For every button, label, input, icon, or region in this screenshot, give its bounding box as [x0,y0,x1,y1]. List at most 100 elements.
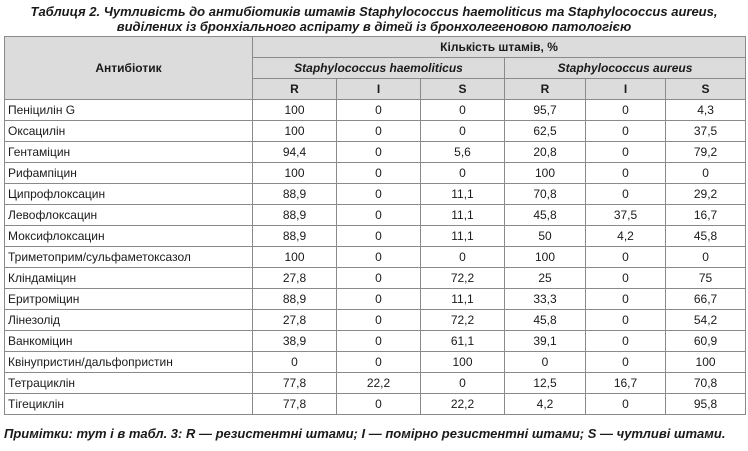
value-cell: 11,1 [420,225,505,247]
value-cell: 0 [336,267,421,289]
table-row: Ципрофлоксацин 88,9 0 11,1 70,8 0 29,2 [4,183,747,205]
table-row: Кліндаміцин 27,8 0 72,2 25 0 75 [4,267,747,289]
value-cell: 0 [336,162,421,184]
value-cell: 37,5 [585,204,666,226]
value-cell: 72,2 [420,267,505,289]
value-cell: 4,3 [664,99,747,121]
antibiotic-name-cell: Левофлоксацин [4,204,253,226]
caption-line-2: виділених із бронхіального аспірату в ді… [116,19,632,34]
value-cell: 0 [420,99,505,121]
value-cell: 0 [336,246,421,268]
value-cell: 61,1 [420,330,505,352]
value-cell: 0 [336,99,421,121]
header-col-s: S [420,78,505,100]
value-cell: 54,2 [664,309,747,331]
header-species-haemoliticus: Staphylococcus haemoliticus [252,57,505,79]
value-cell: 88,9 [252,204,337,226]
table-row: Моксифлоксацин 88,9 0 11,1 50 4,2 45,8 [4,225,747,247]
value-cell: 39,1 [504,330,586,352]
value-cell: 45,8 [504,309,586,331]
value-cell: 0 [585,393,666,415]
antibiotic-name-cell: Еритроміцин [4,288,253,310]
value-cell: 0 [664,246,747,268]
table-row: Пеніцилін G 100 0 0 95,7 0 4,3 [4,99,747,121]
table-row: Тетрациклін 77,8 22,2 0 12,5 16,7 70,8 [4,372,747,394]
value-cell: 62,5 [504,120,586,142]
value-cell: 0 [585,99,666,121]
value-cell: 95,8 [664,393,747,415]
value-cell: 0 [420,162,505,184]
value-cell: 50 [504,225,586,247]
value-cell: 0 [336,309,421,331]
value-cell: 0 [585,288,666,310]
value-cell: 79,2 [664,141,747,163]
table-row: Ванкоміцин 38,9 0 61,1 39,1 0 60,9 [4,330,747,352]
value-cell: 77,8 [252,372,337,394]
value-cell: 94,4 [252,141,337,163]
value-cell: 0 [336,393,421,415]
value-cell: 0 [336,120,421,142]
value-cell: 22,2 [420,393,505,415]
value-cell: 0 [585,162,666,184]
caption-line-1: Таблиця 2. Чутливість до антибіотиків шт… [30,4,718,19]
value-cell: 45,8 [504,204,586,226]
value-cell: 27,8 [252,267,337,289]
value-cell: 100 [664,351,747,373]
value-cell: 0 [336,141,421,163]
value-cell: 0 [420,372,505,394]
value-cell: 88,9 [252,183,337,205]
value-cell: 11,1 [420,288,505,310]
value-cell: 0 [504,351,586,373]
table-caption: Таблиця 2. Чутливість до антибіотиків шт… [0,4,748,35]
table-row: Рифампіцин 100 0 0 100 0 0 [4,162,747,184]
value-cell: 0 [336,288,421,310]
value-cell: 60,9 [664,330,747,352]
table-row: Квінупристин/дальфопристин 0 0 100 0 0 100 [4,351,747,373]
antibiotic-name-cell: Ванкоміцин [4,330,253,352]
table-row: Лінезолід 27,8 0 72,2 45,8 0 54,2 [4,309,747,331]
value-cell: 95,7 [504,99,586,121]
value-cell: 77,8 [252,393,337,415]
antibiotic-name-cell: Пеніцилін G [4,99,253,121]
antibiotic-name-cell: Тетрациклін [4,372,253,394]
value-cell: 100 [504,246,586,268]
value-cell: 0 [336,225,421,247]
value-cell: 16,7 [664,204,747,226]
antibiotic-name-cell: Квінупристин/дальфопристин [4,351,253,373]
value-cell: 0 [336,183,421,205]
table-row: Левофлоксацин 88,9 0 11,1 45,8 37,5 16,7 [4,204,747,226]
value-cell: 11,1 [420,204,505,226]
value-cell: 27,8 [252,309,337,331]
value-cell: 0 [420,246,505,268]
value-cell: 100 [504,162,586,184]
value-cell: 0 [585,183,666,205]
value-cell: 100 [252,162,337,184]
value-cell: 5,6 [420,141,505,163]
table-body: Пеніцилін G 100 0 0 95,7 0 4,3 Оксацилін 100 0 0 62… [4,99,747,415]
header-col-i: I [585,78,666,100]
value-cell: 12,5 [504,372,586,394]
header-col-s: S [664,78,747,100]
antibiotic-name-cell: Триметоприм/сульфаметоксазол [4,246,253,268]
value-cell: 45,8 [664,225,747,247]
value-cell: 0 [336,351,421,373]
value-cell: 66,7 [664,288,747,310]
value-cell: 20,8 [504,141,586,163]
value-cell: 0 [585,246,666,268]
value-cell: 22,2 [336,372,421,394]
antibiotic-name-cell: Гентаміцин [4,141,253,163]
value-cell: 0 [336,330,421,352]
value-cell: 0 [585,267,666,289]
table-row: Триметоприм/сульфаметоксазол 100 0 0 100 0 0 [4,246,747,268]
header-species-aureus: Staphylococcus aureus [503,57,747,79]
table-row: Гентаміцин 94,4 0 5,6 20,8 0 79,2 [4,141,747,163]
table-note: Примітки: тут і в табл. 3: R — резистент… [4,426,726,441]
value-cell: 29,2 [664,183,747,205]
antibiotic-name-cell: Оксацилін [4,120,253,142]
header-col-i: I [336,78,421,100]
value-cell: 100 [420,351,505,373]
header-antibiotic: Антибіотик [4,36,253,100]
value-cell: 70,8 [664,372,747,394]
antibiotic-name-cell: Тігециклін [4,393,253,415]
table-row: Еритроміцин 88,9 0 11,1 33,3 0 66,7 [4,288,747,310]
